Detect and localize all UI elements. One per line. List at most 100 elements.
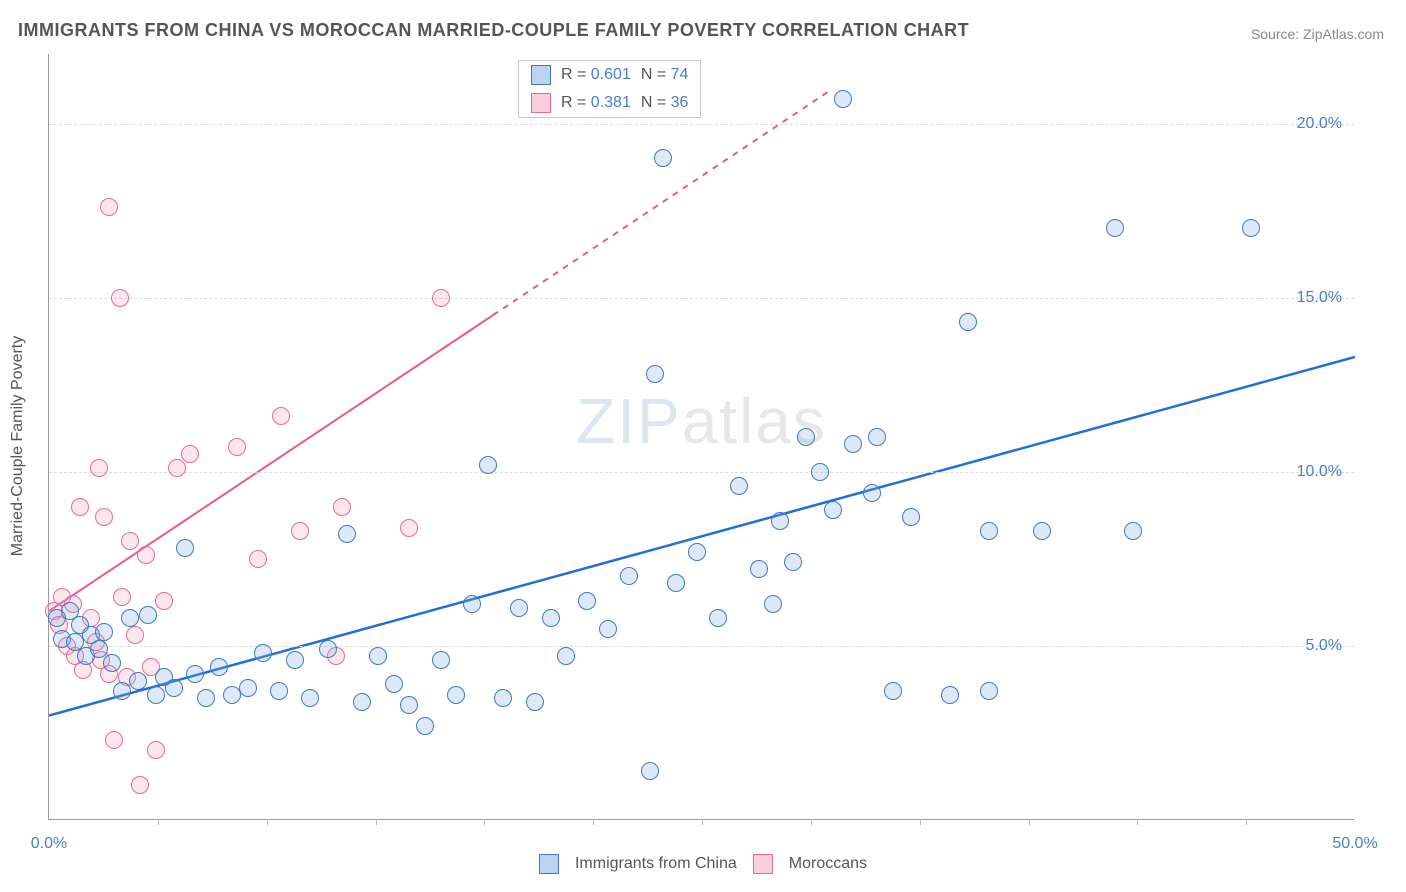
data-point-series-1 bbox=[301, 689, 319, 707]
data-point-series-1 bbox=[338, 525, 356, 543]
x-minor-tick bbox=[158, 819, 159, 825]
data-point-series-1 bbox=[868, 428, 886, 446]
gridline-h bbox=[49, 472, 1354, 473]
n-label-2: N = bbox=[641, 94, 671, 111]
data-point-series-1 bbox=[353, 693, 371, 711]
y-axis-label: Married-Couple Family Poverty bbox=[9, 336, 27, 557]
r-label-1: R = bbox=[561, 66, 591, 83]
data-point-series-1 bbox=[385, 675, 403, 693]
data-point-series-1 bbox=[578, 592, 596, 610]
data-point-series-1 bbox=[197, 689, 215, 707]
x-minor-tick bbox=[702, 819, 703, 825]
trend-lines bbox=[49, 54, 1355, 820]
data-point-series-1 bbox=[959, 313, 977, 331]
data-point-series-2 bbox=[147, 741, 165, 759]
data-point-series-1 bbox=[1242, 219, 1260, 237]
x-minor-tick bbox=[593, 819, 594, 825]
data-point-series-1 bbox=[902, 508, 920, 526]
chart-frame: IMMIGRANTS FROM CHINA VS MOROCCAN MARRIE… bbox=[0, 0, 1406, 892]
data-point-series-1 bbox=[884, 682, 902, 700]
data-point-series-1 bbox=[784, 553, 802, 571]
data-point-series-1 bbox=[811, 463, 829, 481]
data-point-series-1 bbox=[494, 689, 512, 707]
trend-line bbox=[49, 357, 1355, 716]
data-point-series-2 bbox=[90, 459, 108, 477]
swatch-series-1-b bbox=[539, 854, 559, 874]
data-point-series-1 bbox=[139, 606, 157, 624]
data-point-series-2 bbox=[137, 546, 155, 564]
watermark: ZIPatlas bbox=[576, 384, 827, 458]
legend-stats: R = 0.601 N = 74 R = 0.381 N = 36 bbox=[518, 60, 701, 118]
data-point-series-1 bbox=[834, 90, 852, 108]
data-point-series-1 bbox=[103, 654, 121, 672]
data-point-series-1 bbox=[980, 522, 998, 540]
data-point-series-1 bbox=[667, 574, 685, 592]
legend-label-2: Moroccans bbox=[789, 855, 867, 873]
data-point-series-1 bbox=[479, 456, 497, 474]
swatch-series-2 bbox=[531, 93, 551, 113]
data-point-series-2 bbox=[228, 438, 246, 456]
data-point-series-1 bbox=[824, 501, 842, 519]
data-point-series-2 bbox=[249, 550, 267, 568]
trend-line bbox=[49, 315, 493, 611]
data-point-series-1 bbox=[764, 595, 782, 613]
data-point-series-1 bbox=[239, 679, 257, 697]
data-point-series-2 bbox=[95, 508, 113, 526]
x-minor-tick bbox=[811, 819, 812, 825]
data-point-series-1 bbox=[750, 560, 768, 578]
n-value-1: 74 bbox=[671, 66, 689, 83]
swatch-series-2-b bbox=[753, 854, 773, 874]
data-point-series-1 bbox=[165, 679, 183, 697]
data-point-series-2 bbox=[131, 776, 149, 794]
data-point-series-1 bbox=[210, 658, 228, 676]
data-point-series-1 bbox=[688, 543, 706, 561]
r-value-1: 0.601 bbox=[591, 66, 631, 83]
data-point-series-2 bbox=[291, 522, 309, 540]
data-point-series-2 bbox=[111, 289, 129, 307]
data-point-series-1 bbox=[400, 696, 418, 714]
data-point-series-2 bbox=[121, 532, 139, 550]
y-tick-label: 20.0% bbox=[1297, 115, 1342, 133]
data-point-series-1 bbox=[176, 539, 194, 557]
data-point-series-1 bbox=[270, 682, 288, 700]
r-value-2: 0.381 bbox=[591, 94, 631, 111]
watermark-zip: ZIP bbox=[576, 385, 682, 457]
data-point-series-1 bbox=[641, 762, 659, 780]
x-minor-tick bbox=[484, 819, 485, 825]
data-point-series-1 bbox=[147, 686, 165, 704]
data-point-series-2 bbox=[181, 445, 199, 463]
data-point-series-1 bbox=[526, 693, 544, 711]
legend-stats-row-2: R = 0.381 N = 36 bbox=[519, 89, 700, 117]
x-minor-tick bbox=[1137, 819, 1138, 825]
data-point-series-1 bbox=[1033, 522, 1051, 540]
y-tick-label: 15.0% bbox=[1297, 289, 1342, 307]
data-point-series-1 bbox=[709, 609, 727, 627]
data-point-series-1 bbox=[416, 717, 434, 735]
r-label-2: R = bbox=[561, 94, 591, 111]
data-point-series-1 bbox=[730, 477, 748, 495]
data-point-series-1 bbox=[432, 651, 450, 669]
data-point-series-2 bbox=[432, 289, 450, 307]
data-point-series-1 bbox=[463, 595, 481, 613]
data-point-series-1 bbox=[1124, 522, 1142, 540]
legend-label-1: Immigrants from China bbox=[575, 855, 737, 873]
gridline-h bbox=[49, 298, 1354, 299]
swatch-series-1 bbox=[531, 65, 551, 85]
plot-area: ZIPatlas 5.0%10.0%15.0%20.0%0.0%50.0% bbox=[48, 54, 1354, 820]
data-point-series-2 bbox=[168, 459, 186, 477]
data-point-series-2 bbox=[100, 198, 118, 216]
x-minor-tick bbox=[1246, 819, 1247, 825]
x-minor-tick bbox=[267, 819, 268, 825]
data-point-series-1 bbox=[286, 651, 304, 669]
data-point-series-1 bbox=[121, 609, 139, 627]
legend-bottom: Immigrants from China Moroccans bbox=[539, 854, 867, 874]
data-point-series-1 bbox=[557, 647, 575, 665]
gridline-h bbox=[49, 646, 1354, 647]
data-point-series-1 bbox=[129, 672, 147, 690]
data-point-series-1 bbox=[369, 647, 387, 665]
data-point-series-1 bbox=[254, 644, 272, 662]
data-point-series-1 bbox=[319, 640, 337, 658]
data-point-series-2 bbox=[126, 626, 144, 644]
data-point-series-2 bbox=[113, 588, 131, 606]
data-point-series-1 bbox=[980, 682, 998, 700]
